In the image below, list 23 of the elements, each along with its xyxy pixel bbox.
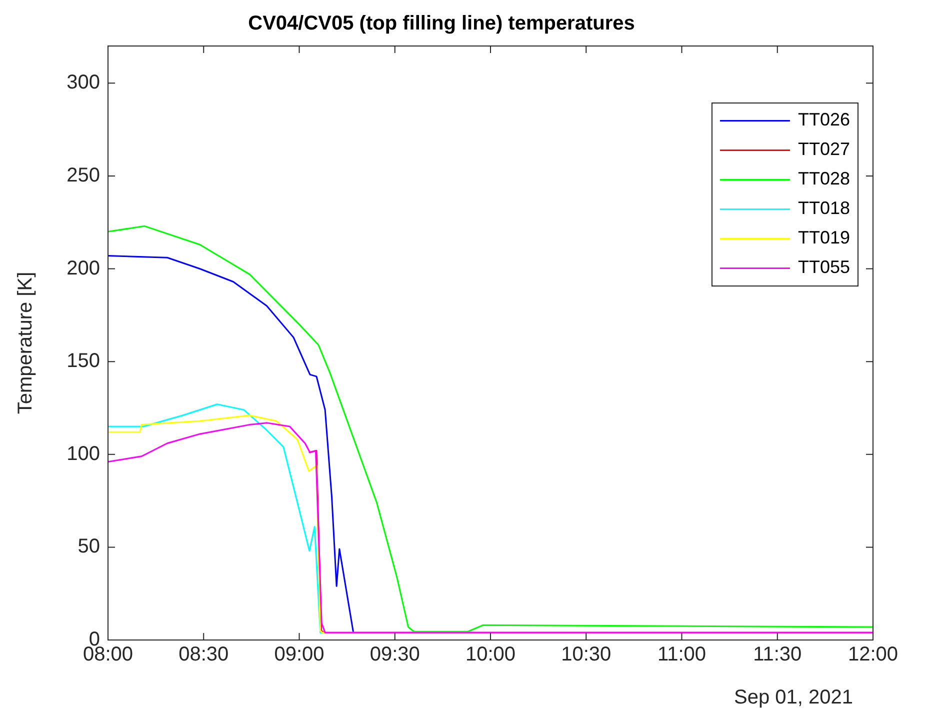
chart-title: CV04/CV05 (top filling line) temperatures [248, 12, 635, 35]
y-tick-label: 200 [66, 257, 100, 280]
x-tick-label: 09:00 [274, 644, 324, 666]
x-tick-label: 10:00 [465, 644, 516, 666]
x-tick-label: 12:00 [848, 644, 898, 666]
x-tick-label: 11:00 [657, 644, 706, 666]
legend-label: TT019 [798, 228, 850, 248]
x-tick-label: 09:30 [370, 644, 420, 666]
x-tick-label: 11:30 [753, 644, 802, 666]
text: Sep 01, 2021 [734, 686, 853, 709]
y-tick-label: 100 [66, 442, 100, 465]
legend-label: TT055 [798, 257, 850, 278]
y-tick-label: 150 [66, 350, 100, 372]
y-axis-title: Temperature [K] [14, 272, 37, 414]
legend-label: TT026 [798, 110, 850, 130]
y-tick-label: 300 [66, 72, 100, 94]
x-tick-label: 08:30 [178, 644, 229, 666]
legend-label: TT028 [798, 168, 850, 189]
y-tick-label: 50 [78, 536, 100, 558]
legend-label: TT027 [798, 139, 850, 160]
legend-label: TT018 [798, 198, 850, 218]
x-tick-label: 10:30 [561, 644, 612, 666]
y-tick-label: 250 [66, 164, 100, 186]
